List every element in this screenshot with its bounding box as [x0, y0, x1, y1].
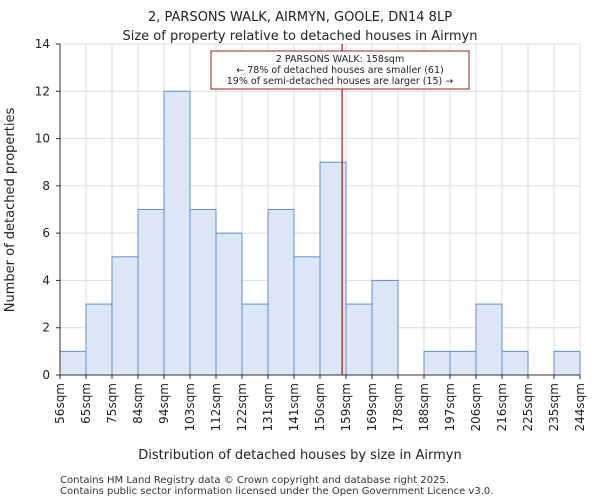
x-tick-label: 225sqm [521, 383, 535, 431]
x-tick-label: 141sqm [287, 383, 301, 431]
bar [163, 90, 191, 376]
bar [475, 303, 503, 376]
bar [449, 350, 477, 376]
bar [501, 350, 529, 376]
x-tick-label: 84sqm [131, 383, 145, 424]
y-tick-label: 6 [42, 226, 50, 240]
x-axis-label: Distribution of detached houses by size … [138, 448, 461, 463]
footer-line-1: Contains HM Land Registry data © Crown c… [60, 475, 449, 486]
x-tick-label: 122sqm [235, 383, 249, 431]
x-tick-label: 75sqm [105, 383, 119, 424]
x-tick-label: 169sqm [365, 383, 379, 431]
y-tick-label: 10 [35, 132, 50, 146]
footer-line-2: Contains public sector information licen… [60, 486, 493, 497]
x-tick-label: 159sqm [339, 383, 353, 431]
x-tick-label: 56sqm [53, 383, 67, 424]
annotation-line: ← 78% of detached houses are smaller (61… [236, 65, 443, 76]
chart-subtitle: Size of property relative to detached ho… [122, 29, 477, 44]
annotation-line: 2 PARSONS WALK: 158sqm [276, 54, 404, 65]
bar [553, 350, 581, 376]
chart-title: 2, PARSONS WALK, AIRMYN, GOOLE, DN14 8LP [148, 10, 452, 25]
x-tick-labels: 56sqm 65sqm 75sqm 84sqm 94sqm 103sqm 112sqm 122… [53, 375, 587, 431]
bar [423, 350, 451, 376]
bar [345, 303, 373, 376]
y-tick-labels: 0 2 4 6 8 10 12 14 [35, 37, 60, 382]
x-tick-label: 94sqm [157, 383, 171, 424]
bars-group [59, 90, 581, 376]
x-tick-label: 235sqm [547, 383, 561, 431]
x-tick-label: 206sqm [469, 383, 483, 431]
y-tick-label: 0 [42, 368, 50, 382]
y-tick-label: 2 [42, 321, 50, 335]
x-tick-label: 103sqm [183, 383, 197, 431]
x-tick-label: 188sqm [417, 383, 431, 431]
x-tick-label: 150sqm [313, 383, 327, 431]
x-tick-label: 216sqm [495, 383, 509, 431]
x-tick-label: 197sqm [443, 383, 457, 431]
annotation-box [210, 50, 470, 90]
property-marker: 2 PARSONS WALK: 158sqm← 78% of detached … [210, 44, 470, 375]
bar [59, 350, 87, 376]
bar [111, 256, 139, 376]
x-tick-label: 131sqm [261, 383, 275, 431]
y-tick-label: 8 [42, 179, 50, 193]
x-tick-label: 65sqm [79, 383, 93, 424]
x-tick-label: 244sqm [573, 383, 587, 431]
x-tick-label: 178sqm [391, 383, 405, 431]
bar [85, 303, 113, 376]
bar [137, 209, 165, 376]
bar [189, 209, 217, 376]
y-tick-label: 12 [35, 84, 50, 98]
annotation-line: 19% of semi-detached houses are larger (… [227, 76, 454, 87]
bar [215, 232, 243, 376]
x-tick-label: 112sqm [209, 383, 223, 431]
y-tick-label: 4 [42, 273, 50, 287]
bar [371, 279, 399, 376]
bar [293, 256, 321, 376]
bar [267, 209, 295, 376]
bar [241, 303, 269, 376]
y-tick-label: 14 [35, 37, 50, 51]
y-axis-label: Number of detached properties [3, 108, 18, 313]
